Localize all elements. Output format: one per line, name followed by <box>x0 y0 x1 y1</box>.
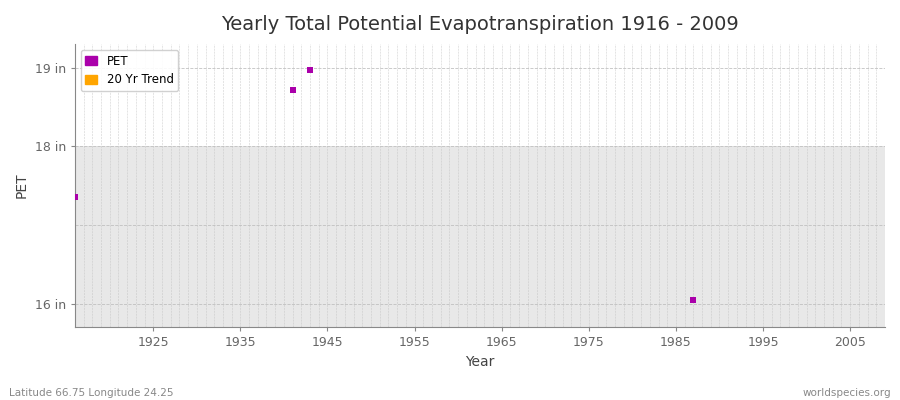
Text: worldspecies.org: worldspecies.org <box>803 388 891 398</box>
X-axis label: Year: Year <box>465 355 495 369</box>
Bar <box>75 146 885 328</box>
Y-axis label: PET: PET <box>15 173 29 198</box>
Legend: PET, 20 Yr Trend: PET, 20 Yr Trend <box>81 50 178 91</box>
Point <box>302 67 317 73</box>
Text: Latitude 66.75 Longitude 24.25: Latitude 66.75 Longitude 24.25 <box>9 388 174 398</box>
Bar <box>75 44 885 146</box>
Point <box>686 297 700 303</box>
Point <box>68 194 82 201</box>
Point <box>285 86 300 93</box>
Title: Yearly Total Potential Evapotranspiration 1916 - 2009: Yearly Total Potential Evapotranspiratio… <box>221 15 739 34</box>
